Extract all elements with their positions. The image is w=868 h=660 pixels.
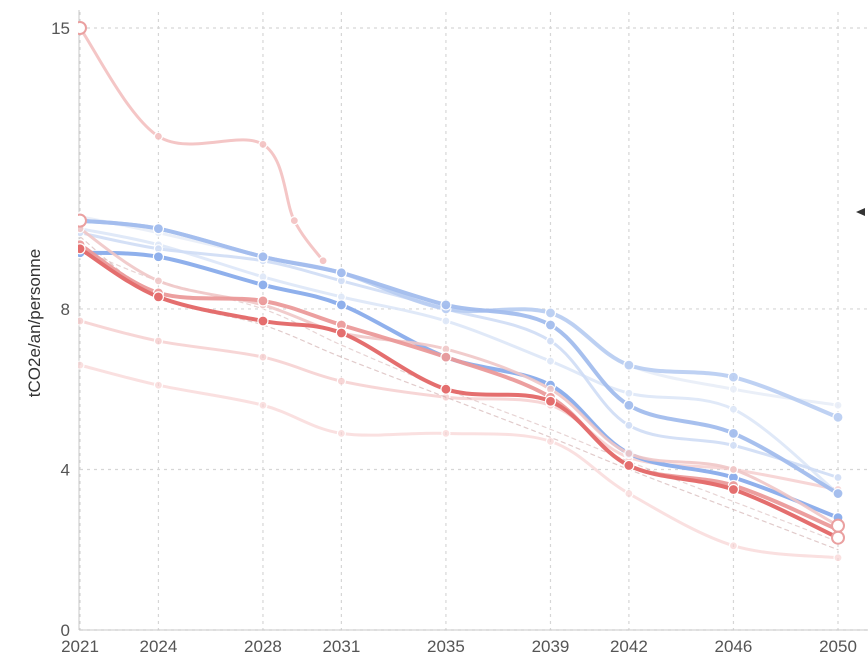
data-point[interactable] [153,380,164,390]
data-point[interactable] [152,251,165,263]
data-point[interactable] [833,553,843,563]
data-point[interactable] [728,440,739,450]
series-line [78,231,840,479]
data-point[interactable] [336,376,346,386]
x-tick-label: 2042 [610,637,648,656]
y-tick-labels: 0 4 8 15 [51,19,70,640]
data-point[interactable] [335,327,347,339]
data-point[interactable] [544,319,557,331]
data-point[interactable] [624,388,634,398]
data-point[interactable] [832,487,844,500]
data-point[interactable] [335,267,347,279]
data-point[interactable] [545,436,556,446]
data-point[interactable] [152,291,165,303]
data-point[interactable] [258,352,268,362]
data-point[interactable] [75,243,86,255]
data-point[interactable] [336,428,346,438]
data-point[interactable] [440,351,452,363]
data-point[interactable] [727,483,740,496]
arrow-icon[interactable] [856,208,865,216]
data-point[interactable] [318,256,328,266]
data-point[interactable] [76,360,85,370]
data-point[interactable] [289,216,299,226]
x-tick-label: 2050 [819,637,857,656]
data-point[interactable] [623,399,635,411]
data-point[interactable] [440,299,452,311]
y-tick-label: 4 [61,460,70,479]
data-point[interactable] [728,404,739,414]
data-point[interactable] [544,307,557,319]
data-point[interactable] [153,336,164,346]
data-point[interactable] [441,316,451,326]
y-tick-label: 15 [51,19,70,38]
data-point[interactable] [624,488,634,499]
x-tick-label: 2039 [532,637,570,656]
data-point[interactable] [832,411,844,423]
data-point[interactable] [335,299,347,311]
endpoint-marker[interactable] [74,213,87,228]
data-point[interactable] [727,427,740,439]
data-point[interactable] [440,383,452,395]
series-3 [76,360,843,563]
y-tick-label: 0 [61,621,70,640]
data-point[interactable] [624,420,634,430]
series-layer [74,21,845,563]
data-point[interactable] [257,315,269,327]
data-point[interactable] [728,384,739,394]
endpoint-marker[interactable] [74,21,87,35]
data-point[interactable] [623,459,635,472]
data-point[interactable] [728,541,739,551]
endpoint-marker[interactable] [831,518,845,533]
data-point[interactable] [545,336,556,346]
y-axis-title: tCO2e/an/personne [25,249,44,397]
y-tick-label: 8 [61,300,70,319]
series-5 [79,248,839,543]
data-point[interactable] [441,428,451,438]
data-point[interactable] [728,464,739,475]
x-tick-label: 2028 [244,637,282,656]
data-point[interactable] [152,223,165,235]
x-tick-label: 2021 [61,637,99,656]
data-point[interactable] [545,356,556,366]
data-point[interactable] [833,400,843,410]
series-line [79,248,839,543]
data-point[interactable] [257,279,269,291]
data-point[interactable] [257,295,269,307]
series-line [78,227,840,496]
data-point[interactable] [258,139,268,149]
data-point[interactable] [258,400,268,410]
x-tick-label: 2035 [427,637,465,656]
endpoint-marker[interactable] [831,530,845,545]
data-point[interactable] [76,316,85,326]
data-point[interactable] [833,472,843,483]
series-line [78,26,325,263]
x-tick-label: 2024 [139,637,177,656]
data-point[interactable] [727,371,740,383]
data-point[interactable] [153,276,164,286]
x-tick-label: 2046 [715,637,753,656]
data-point[interactable] [623,359,635,371]
x-tick-labels: 2021 2024 2028 2031 2035 2039 2042 2046 2050 [61,637,857,656]
series-8 [78,228,843,483]
grid [79,12,868,631]
series-10 [78,215,844,500]
data-point[interactable] [624,448,634,459]
data-point[interactable] [544,395,557,407]
data-point[interactable] [153,131,164,141]
series-line [78,218,840,496]
series-1 [78,23,328,266]
series-14 [75,243,844,544]
x-tick-label: 2031 [322,637,360,656]
data-point[interactable] [257,251,269,263]
